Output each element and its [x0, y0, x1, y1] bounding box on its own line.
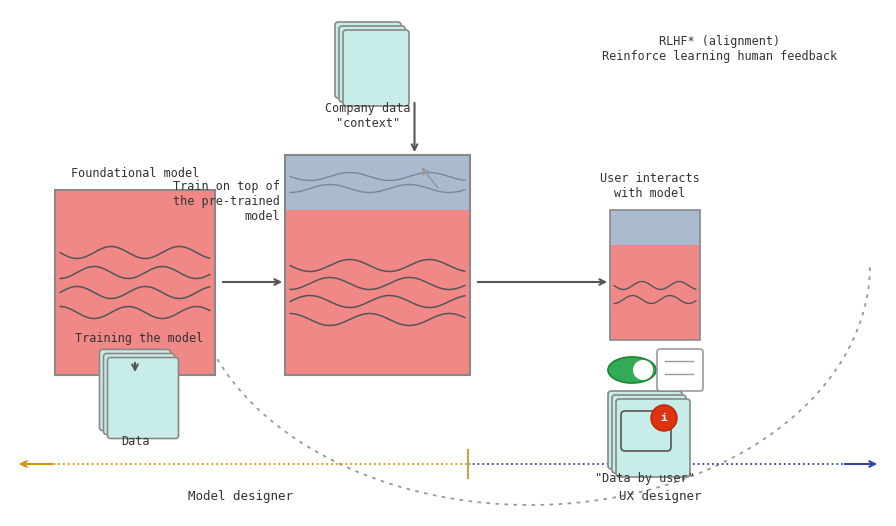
- Bar: [285, 155, 470, 375]
- Ellipse shape: [608, 357, 656, 383]
- Text: UX designer: UX designer: [619, 490, 702, 503]
- FancyBboxPatch shape: [108, 358, 178, 439]
- FancyBboxPatch shape: [612, 395, 686, 473]
- Text: Training the model: Training the model: [75, 332, 203, 345]
- Text: i: i: [660, 413, 668, 423]
- Circle shape: [633, 360, 653, 380]
- Bar: [610, 210, 700, 245]
- FancyBboxPatch shape: [657, 349, 703, 391]
- Text: RLHF* (alignment)
Reinforce learning human feedback: RLHF* (alignment) Reinforce learning hum…: [602, 35, 838, 63]
- Text: Data: Data: [121, 435, 150, 448]
- Text: Company data
"context": Company data "context": [325, 102, 410, 130]
- Text: Foundational model: Foundational model: [71, 167, 199, 180]
- FancyBboxPatch shape: [608, 391, 682, 469]
- FancyBboxPatch shape: [335, 22, 401, 98]
- FancyBboxPatch shape: [339, 26, 405, 102]
- Text: Model designer: Model designer: [187, 490, 292, 503]
- FancyBboxPatch shape: [616, 399, 690, 477]
- Text: Train on top of
the pre-trained
model: Train on top of the pre-trained model: [173, 180, 280, 223]
- Text: "Data by user": "Data by user": [595, 472, 695, 485]
- FancyBboxPatch shape: [343, 30, 409, 106]
- Bar: [285, 210, 470, 375]
- FancyBboxPatch shape: [104, 353, 175, 434]
- Bar: [610, 245, 700, 340]
- FancyBboxPatch shape: [99, 349, 170, 430]
- Bar: [285, 155, 470, 210]
- Circle shape: [651, 405, 677, 431]
- Bar: [610, 210, 700, 340]
- Text: User interacts
with model: User interacts with model: [600, 172, 700, 200]
- Bar: [55, 190, 215, 375]
